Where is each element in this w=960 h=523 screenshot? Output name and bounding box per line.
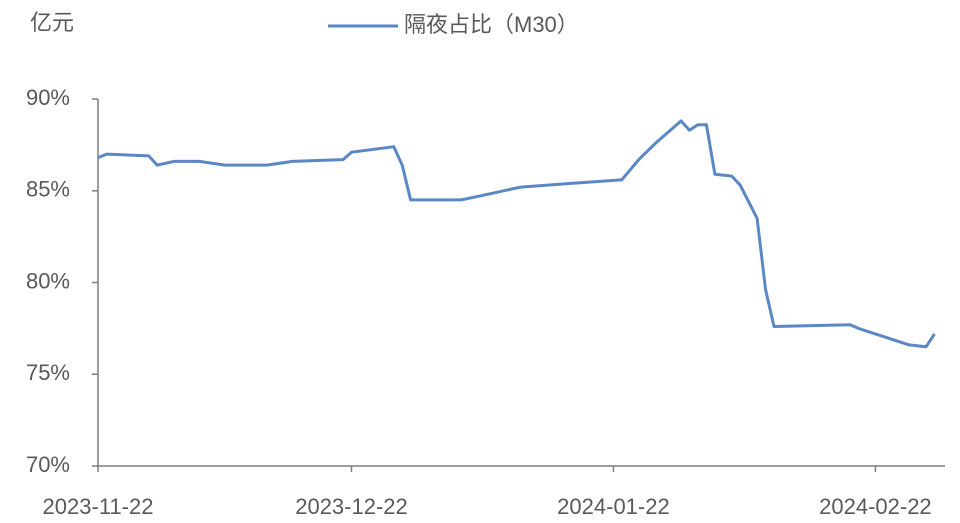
- legend-label: 隔夜占比（M30）: [404, 12, 579, 37]
- x-tick-label: 2023-11-22: [43, 494, 154, 519]
- unit-label: 亿元: [30, 10, 74, 35]
- line: [97, 119, 936, 349]
- y-tick-label: 70%: [26, 452, 70, 477]
- y-tick-label: 85%: [26, 177, 70, 202]
- x-tick-label: 2024-01-22: [557, 494, 670, 519]
- y-tick-label: 80%: [26, 268, 70, 293]
- x-tick-label: 2023-12-22: [295, 494, 408, 519]
- x-tick-label: 2024-02-22: [819, 494, 932, 519]
- y-tick-label: 75%: [26, 360, 70, 385]
- y-tick-label: 90%: [26, 85, 70, 110]
